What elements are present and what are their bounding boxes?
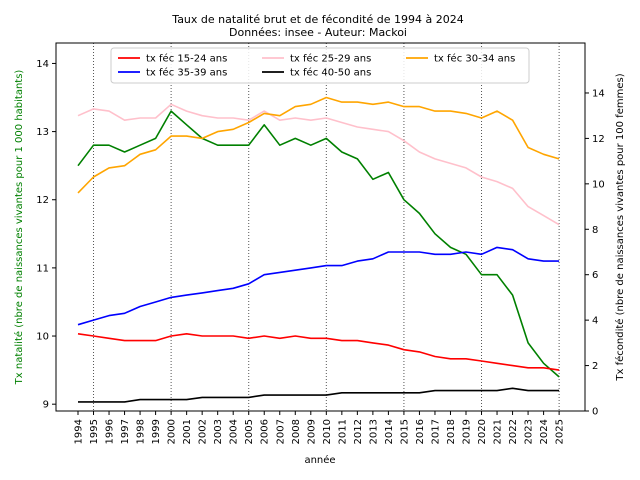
x-tick-label: 2022 [508,419,519,444]
x-tick-label: 2012 [353,419,364,444]
chart-subtitle: Données: insee - Auteur: Mackoi [229,26,407,39]
x-tick-label: 2020 [477,419,488,444]
x-tick-label: 2021 [493,419,504,444]
x-tick-label: 2016 [415,419,426,444]
series-line-tx-f-c-35-39-ans [77,246,560,326]
x-tick-label: 2002 [198,419,209,444]
x-tick-label: 2019 [462,419,473,444]
x-tick-label: 1994 [74,419,85,444]
x-tick-label: 2009 [306,419,317,444]
x-tick-label: 2023 [524,419,535,444]
y-axis-right-label: Tx fécondité (nbre de naissances vivante… [614,73,626,381]
legend: tx féc 15-24 ans tx féc 25-29 ans tx féc 3… [110,47,530,84]
x-tick-label: 2001 [182,419,193,444]
x-tick-label: 2024 [539,419,550,444]
y-right-tick-label: 14 [592,88,605,99]
x-tick-label: 2017 [430,419,441,444]
x-tick-label: 2004 [229,419,240,444]
series-line-tx-f-c-30-34-ans [77,96,560,194]
plot-frame [55,42,586,412]
x-tick-label: 2011 [337,419,348,444]
chart-title: Taux de natalité brut et de fécondité de… [171,13,463,26]
y-left-tick-label: 14 [36,59,49,70]
y-axis-left-ticks: 9 10 11 12 13 14 [36,59,56,411]
legend-box [110,47,530,84]
x-tick-label: 2005 [244,419,255,444]
legend-label: tx féc 40-50 ans [290,67,371,79]
x-tick-label: 2006 [260,419,271,444]
y-left-tick-label: 9 [43,400,49,411]
y-left-tick-label: 10 [36,332,49,343]
legend-label: tx féc 25-29 ans [290,53,371,65]
y-left-tick-label: 11 [36,263,49,274]
x-tick-label: 1996 [105,419,116,444]
y-right-tick-label: 4 [592,316,598,327]
y-right-tick-label: 10 [592,179,605,190]
x-tick-label: 2007 [275,419,286,444]
x-axis-label: année [304,454,335,466]
series-line-tx-f-c-15-24-ans [77,332,560,371]
y-axis-left-label: Tx natalité (nbre de naissances vivantes… [13,70,25,386]
legend-label: tx féc 15-24 ans [146,53,227,65]
x-axis-ticks: 1994 1995 1996 1997 1998 1999 2000 2001 2002 2003… [74,411,566,444]
x-tick-label: 1997 [120,419,131,444]
series-line-tx-f-c-40-50-ans [78,387,560,403]
y-right-tick-label: 12 [592,134,605,145]
plot-area [56,43,585,411]
x-tick-label: 2013 [368,419,379,444]
x-tick-label: 2015 [399,419,410,444]
x-tick-label: 2003 [213,419,224,444]
y-right-tick-label: 0 [592,407,598,418]
x-tick-label: 1995 [89,419,100,444]
y-right-tick-label: 8 [592,225,598,236]
x-tick-label: 2000 [167,419,178,444]
x-tick-label: 2025 [555,419,566,444]
y-axis-right-ticks: 0 2 4 6 8 10 12 14 [585,88,605,418]
x-tick-label: 2014 [384,419,395,444]
x-tick-label: 1998 [136,419,147,444]
x-tick-label: 1999 [151,419,162,444]
series-line-tx-f-c-25-29-ans [77,103,560,226]
series-line-natalit- [77,110,560,378]
legend-label: tx féc 35-39 ans [146,67,227,79]
y-left-tick-label: 13 [36,127,49,138]
y-right-tick-label: 2 [592,361,598,372]
x-tick-label: 2010 [322,419,333,444]
legend-label: tx féc 30-34 ans [434,53,515,65]
series-lines [77,96,560,403]
x-tick-label: 2018 [446,419,457,444]
y-left-tick-label: 12 [36,195,49,206]
y-right-tick-label: 6 [592,270,598,281]
x-tick-label: 2008 [291,419,302,444]
